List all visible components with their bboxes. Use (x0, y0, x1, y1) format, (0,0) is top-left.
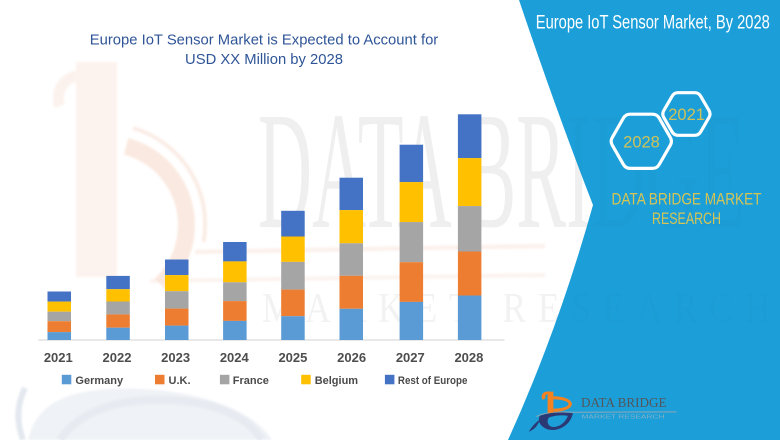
svg-text:MARKET RESEARCH: MARKET RESEARCH (582, 415, 665, 421)
svg-text:2028: 2028 (623, 134, 660, 152)
svg-text:France: France (233, 375, 269, 387)
svg-text:RESEARCH: RESEARCH (652, 209, 721, 228)
svg-text:DATA BRIDGE: DATA BRIDGE (581, 395, 667, 410)
svg-text:2024: 2024 (220, 350, 250, 365)
svg-text:2023: 2023 (161, 350, 190, 365)
svg-text:2026: 2026 (337, 350, 366, 365)
svg-text:2021: 2021 (668, 106, 705, 124)
svg-text:DATA BRIDGE MARKET: DATA BRIDGE MARKET (612, 190, 762, 209)
svg-text:Belgium: Belgium (315, 375, 359, 387)
svg-text:2025: 2025 (278, 350, 307, 365)
svg-text:2028: 2028 (454, 350, 483, 365)
svg-text:Germany: Germany (75, 375, 124, 387)
svg-text:USD XX Million by 2028: USD XX Million by 2028 (185, 52, 343, 68)
svg-text:Rest of Europe: Rest of Europe (398, 375, 468, 387)
svg-text:Europe IoT Sensor Market is Ex: Europe IoT Sensor Market is Expected to … (90, 33, 439, 49)
svg-text:U.K.: U.K. (169, 375, 191, 387)
svg-text:2021: 2021 (44, 350, 73, 365)
svg-text:2027: 2027 (396, 350, 425, 365)
svg-text:2022: 2022 (103, 350, 132, 365)
svg-text:Europe IoT Sensor Market, By 2: Europe IoT Sensor Market, By 2028 (536, 12, 770, 34)
